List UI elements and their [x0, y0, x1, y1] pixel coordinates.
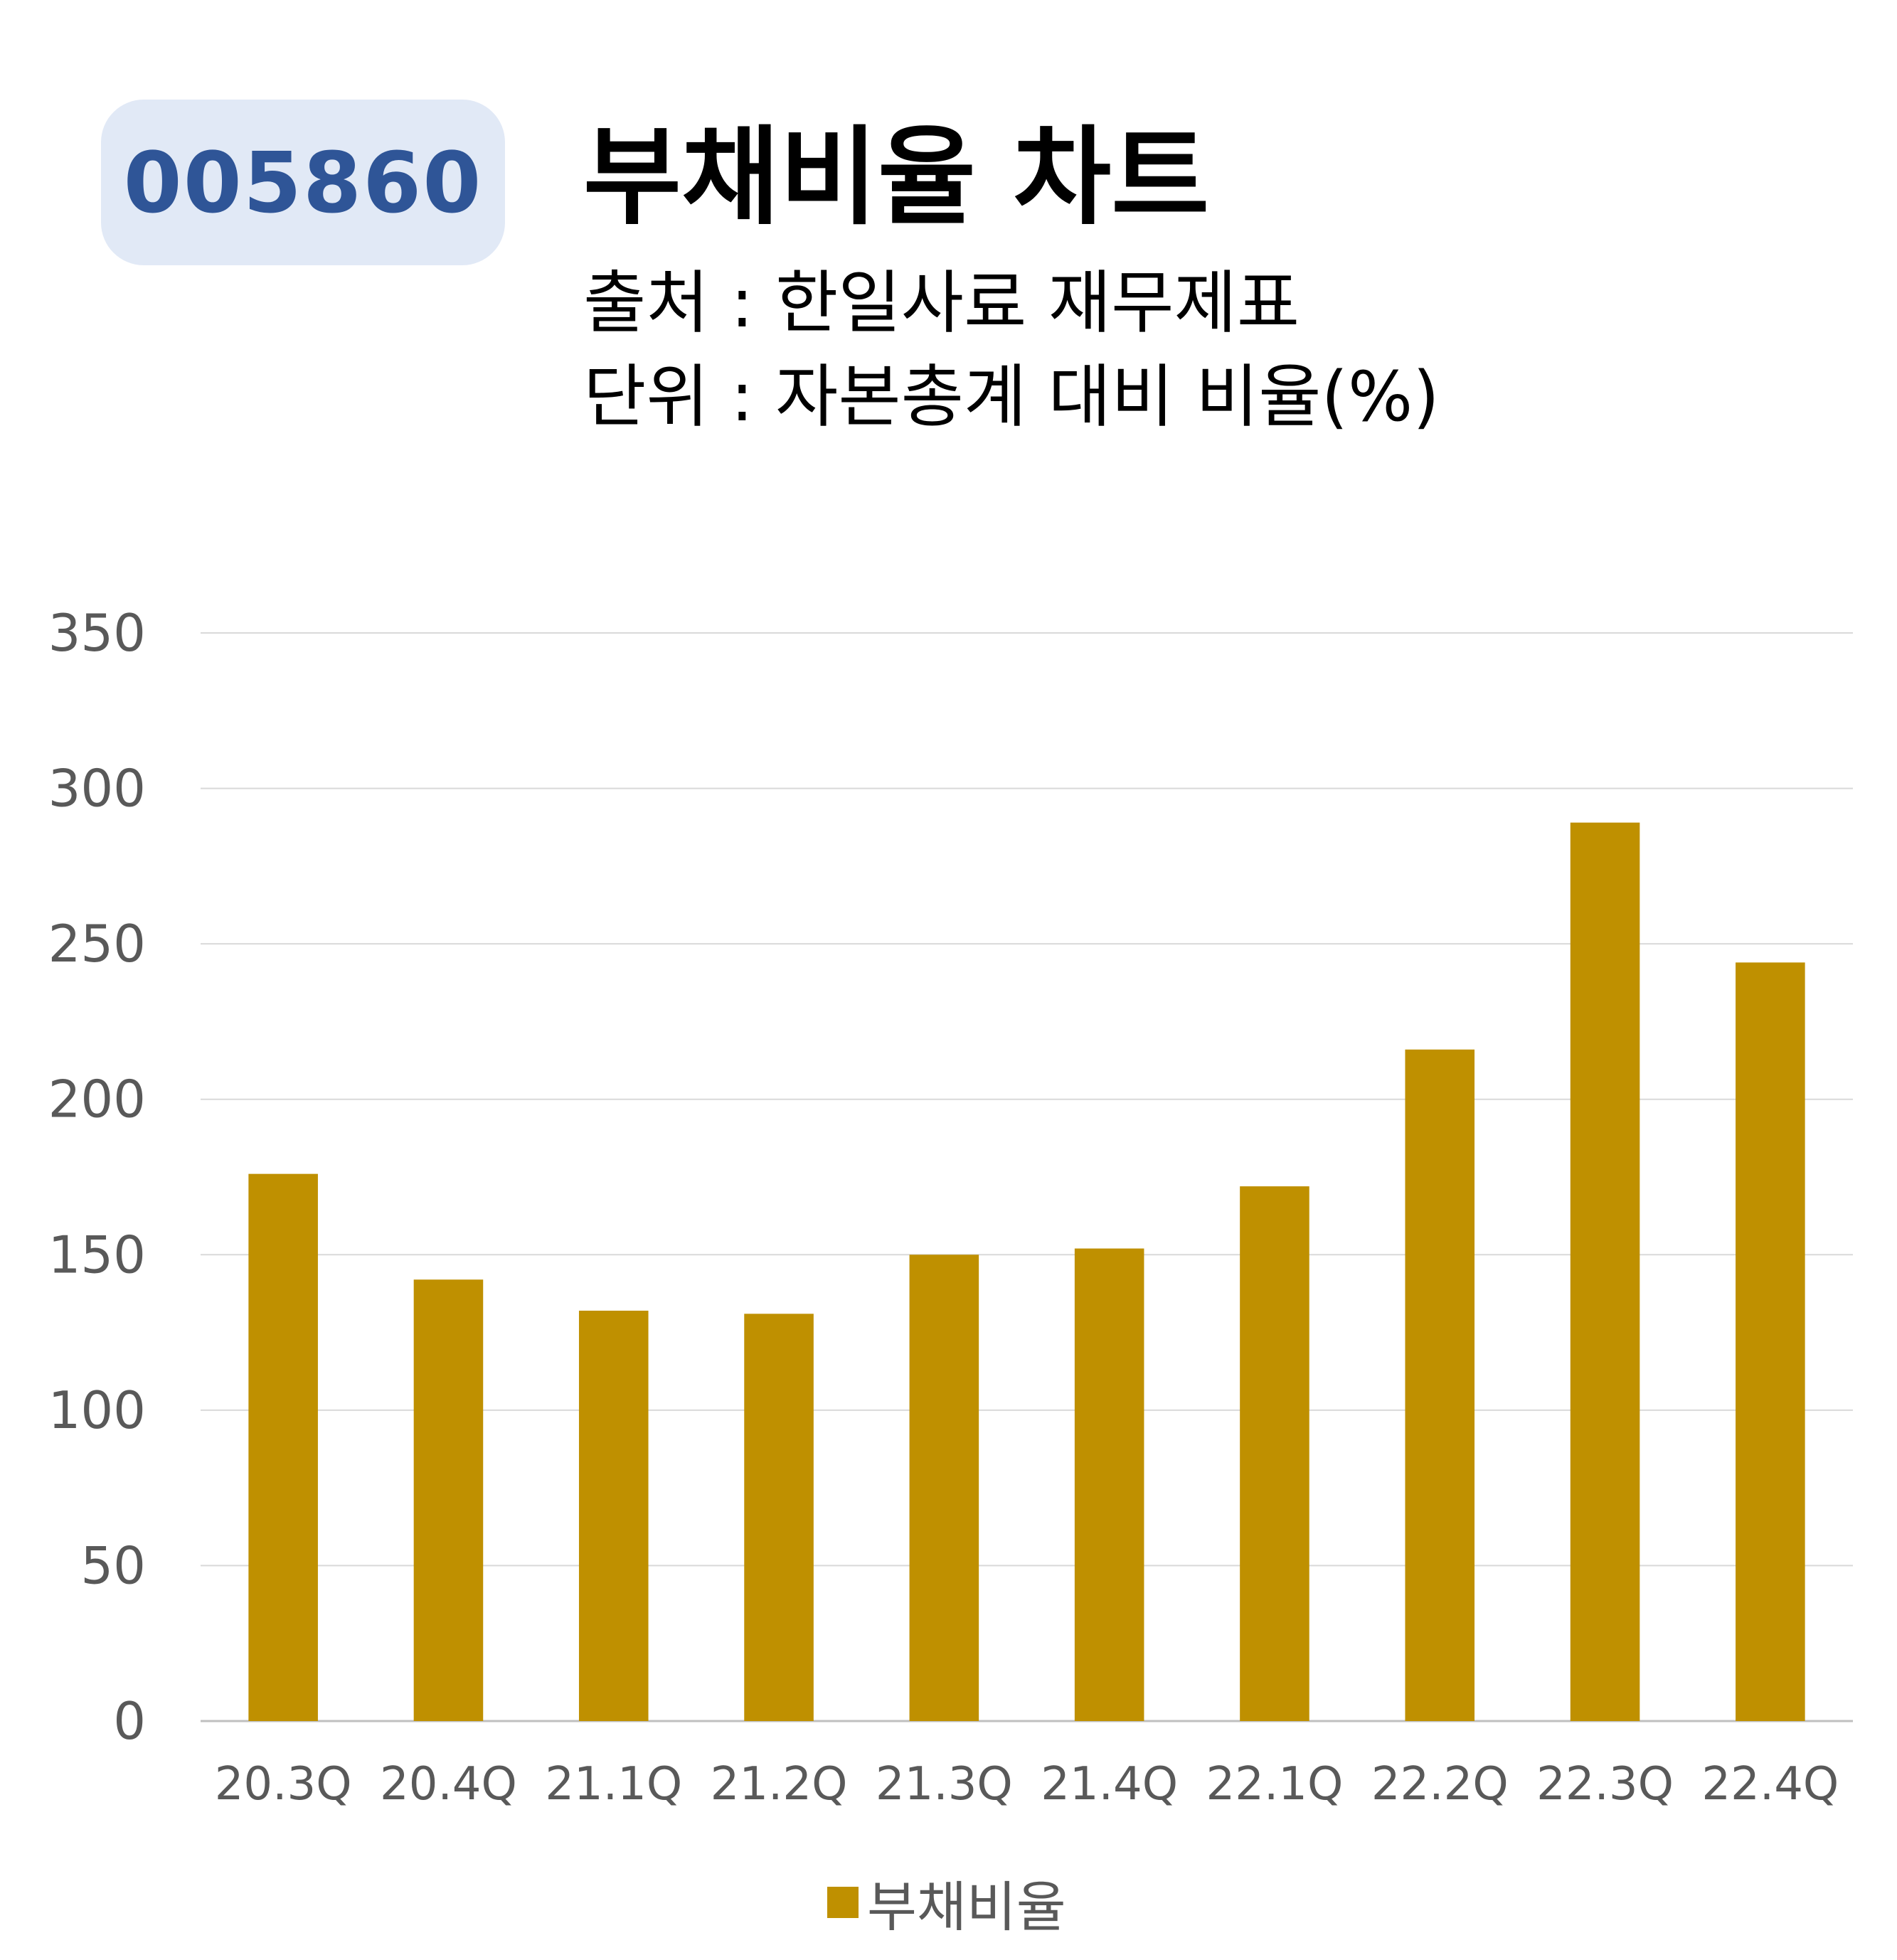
bar-22.1Q — [1240, 1186, 1309, 1721]
x-tick-label: 20.4Q — [380, 1758, 517, 1811]
bar-20.3Q — [248, 1173, 318, 1721]
y-axis-ticks: 0 50 100 150 200 250 300 350 — [48, 603, 146, 1751]
bar-20.4Q — [413, 1279, 484, 1721]
bar-21.2Q — [744, 1314, 814, 1721]
y-tick-label: 350 — [48, 603, 146, 663]
bar-21.4Q — [1074, 1248, 1144, 1721]
grid-lines — [201, 632, 1853, 1722]
x-tick-label: 21.3Q — [876, 1758, 1013, 1811]
source-note: 출처 : 한일사료 재무제표 — [583, 263, 1300, 343]
unit-note: 단위 : 자본총계 대비 비율(%) — [583, 357, 1440, 437]
y-tick-label: 50 — [80, 1535, 146, 1595]
x-tick-label: 21.1Q — [545, 1758, 682, 1811]
x-tick-label: 22.1Q — [1206, 1758, 1344, 1811]
x-tick-label: 22.3Q — [1536, 1758, 1674, 1811]
x-tick-label: 21.2Q — [711, 1758, 848, 1811]
bar-22.2Q — [1405, 1049, 1475, 1721]
x-tick-label: 22.2Q — [1371, 1758, 1509, 1811]
legend-label: 부채비율 — [867, 1875, 1066, 1939]
y-tick-label: 300 — [48, 759, 146, 819]
y-tick-label: 150 — [48, 1225, 146, 1284]
y-tick-label: 0 — [113, 1691, 146, 1751]
bar-21.1Q — [578, 1310, 649, 1721]
y-tick-label: 250 — [48, 914, 146, 974]
legend: 부채비율 — [827, 1863, 1066, 1942]
x-axis-ticks: 20.3Q 20.4Q 21.1Q 21.2Q 21.3Q 21.4Q 22.1Q 22.2Q… — [215, 1758, 1839, 1811]
bar-22.3Q — [1570, 822, 1640, 1721]
bar-21.3Q — [909, 1255, 979, 1721]
stock-code-badge: 005860 — [101, 100, 505, 265]
bar-22.4Q — [1736, 962, 1805, 1721]
y-tick-label: 100 — [48, 1380, 146, 1440]
x-tick-label: 21.4Q — [1041, 1758, 1178, 1811]
stock-code: 005860 — [123, 133, 483, 232]
x-tick-label: 20.3Q — [215, 1758, 352, 1811]
chart-title: 부채비율 차트 — [583, 116, 1210, 240]
y-tick-label: 200 — [48, 1070, 146, 1129]
bars — [248, 822, 1805, 1721]
legend-swatch — [827, 1887, 859, 1918]
x-tick-label: 22.4Q — [1701, 1758, 1839, 1811]
